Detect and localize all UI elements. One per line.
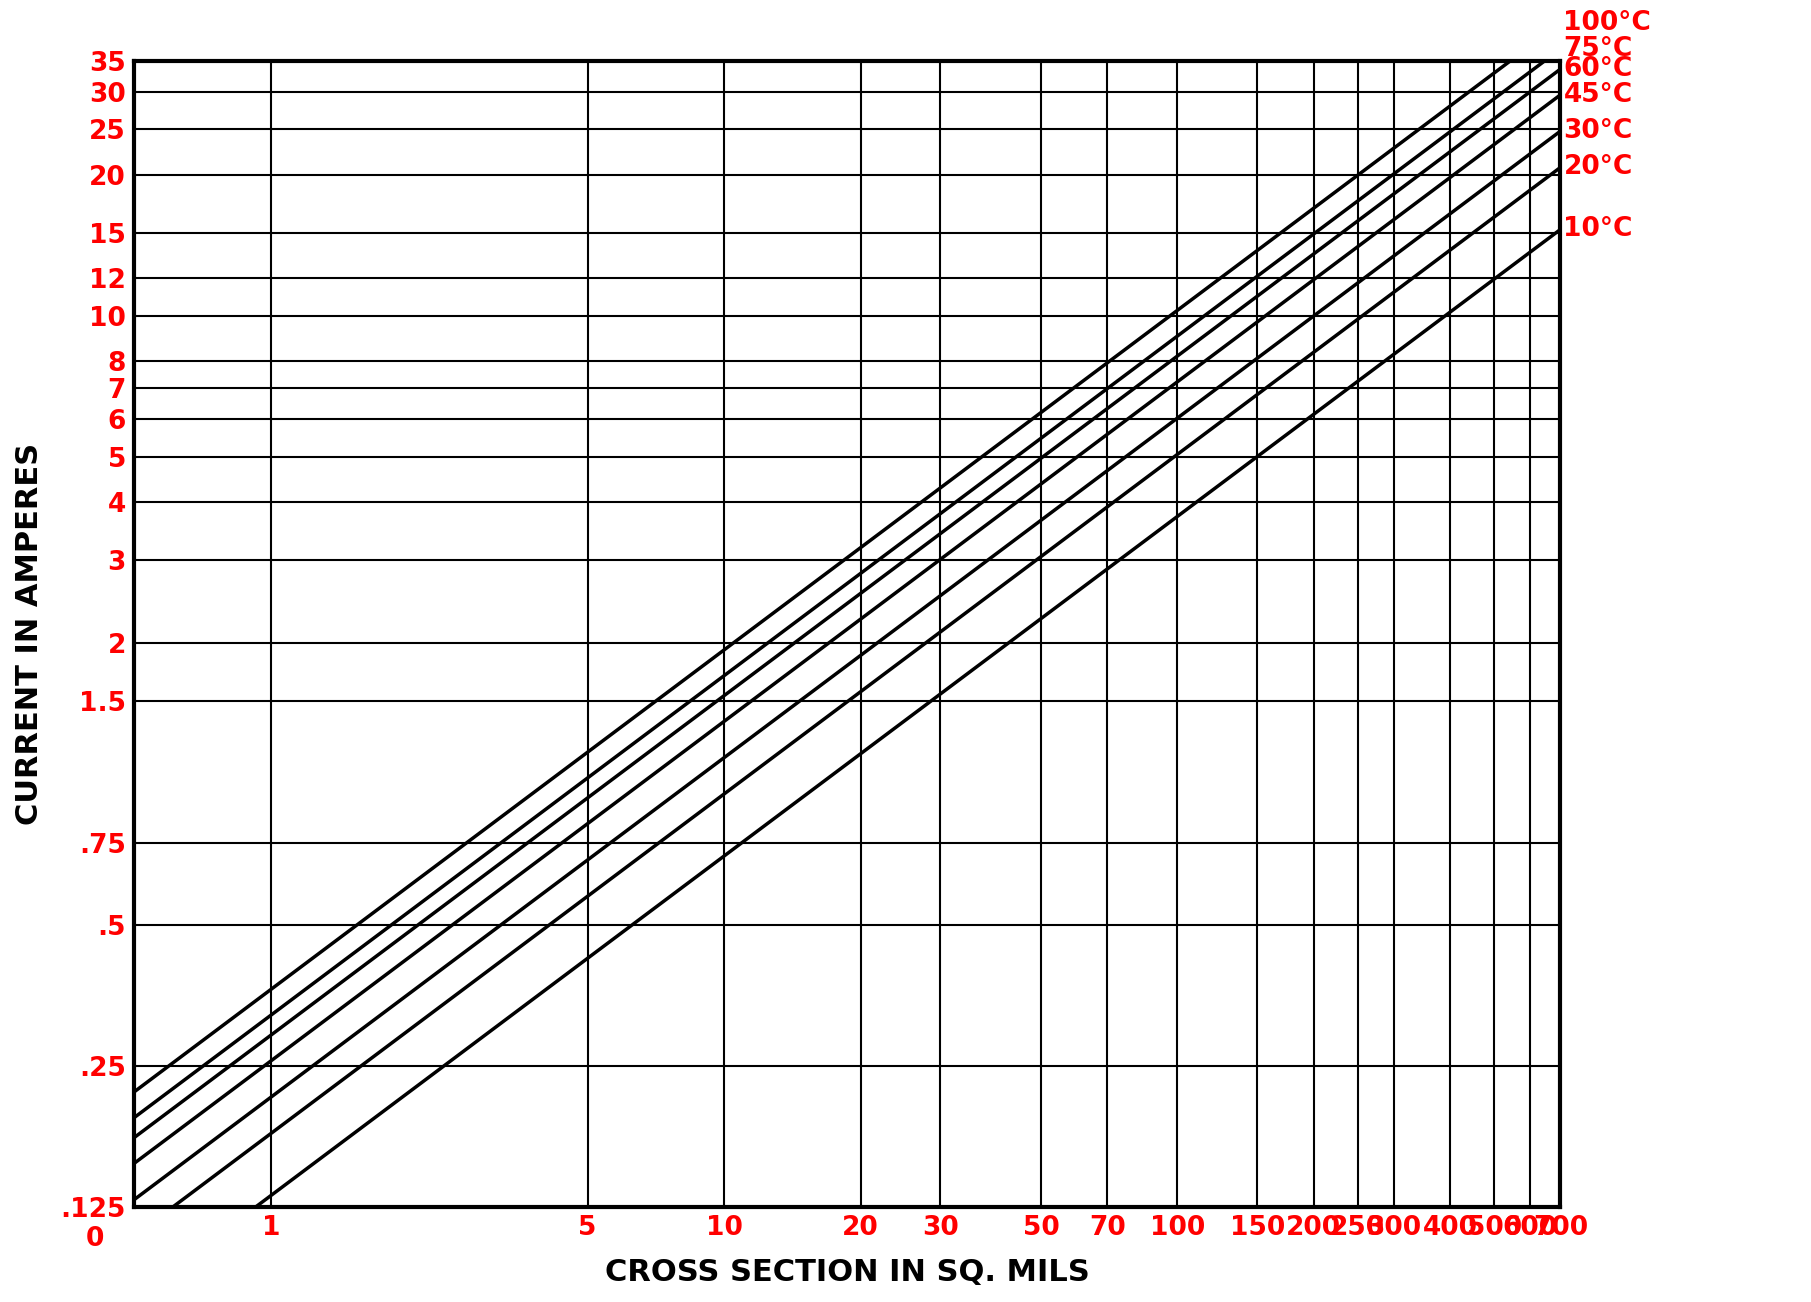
Text: 60°C: 60°C (1563, 56, 1634, 82)
Text: 20°C: 20°C (1563, 155, 1634, 181)
Text: 45°C: 45°C (1563, 82, 1632, 108)
Y-axis label: CURRENT IN AMPERES: CURRENT IN AMPERES (14, 443, 43, 825)
Text: 10°C: 10°C (1563, 216, 1634, 242)
Text: 100°C: 100°C (1563, 10, 1652, 36)
X-axis label: CROSS SECTION IN SQ. MILS: CROSS SECTION IN SQ. MILS (605, 1258, 1090, 1286)
Text: 75°C: 75°C (1563, 36, 1634, 62)
Text: 0: 0 (85, 1226, 103, 1253)
Text: 30°C: 30°C (1563, 118, 1634, 145)
